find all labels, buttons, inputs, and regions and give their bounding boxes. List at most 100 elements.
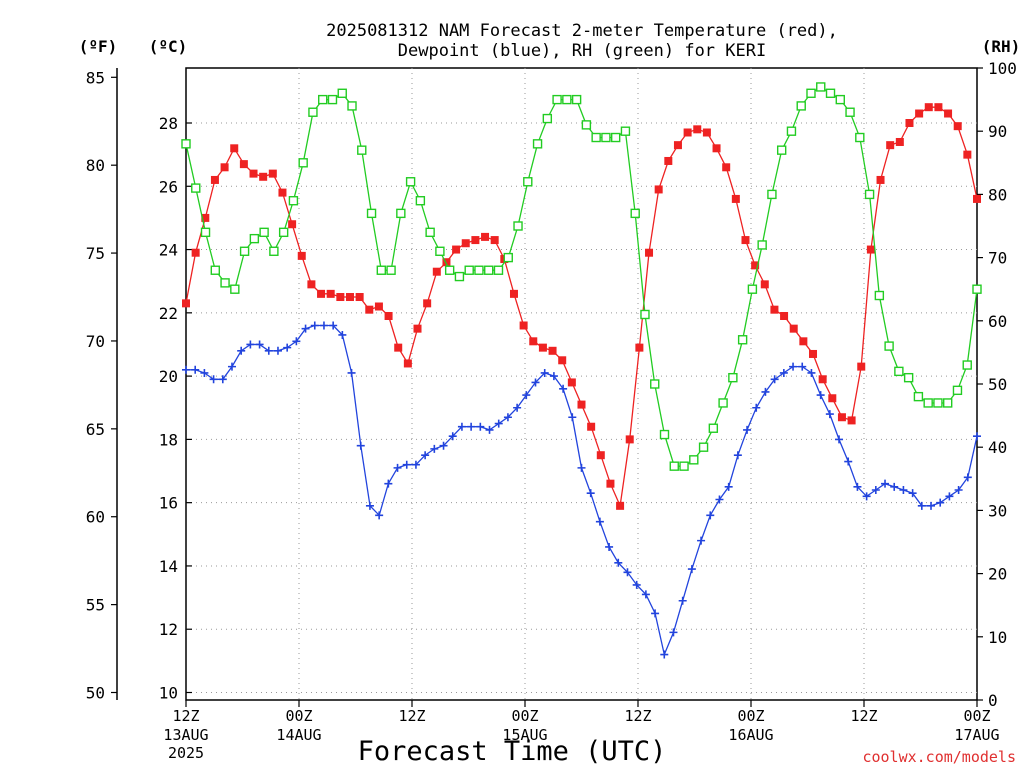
dewpoint-point bbox=[798, 362, 807, 371]
temperature-point bbox=[837, 413, 846, 422]
dewpoint-point bbox=[706, 511, 715, 520]
temperature-point bbox=[712, 144, 721, 153]
dewpoint-point bbox=[292, 337, 301, 346]
rh-point bbox=[591, 132, 601, 143]
rh-point bbox=[757, 240, 767, 250]
temperature-point bbox=[915, 109, 924, 118]
rh-point bbox=[903, 372, 914, 383]
rh-tick-label: 100 bbox=[988, 59, 1017, 78]
time-tick-label: 12Z bbox=[850, 707, 877, 725]
time-tick-label: 12Z bbox=[172, 707, 199, 725]
temperature-point bbox=[529, 337, 538, 346]
dewpoint-point bbox=[522, 391, 531, 400]
dewpoint-point bbox=[329, 321, 338, 330]
rh-point bbox=[415, 196, 426, 206]
rh-point bbox=[425, 227, 435, 238]
dewpoint-point bbox=[669, 628, 678, 637]
rh-tick-label: 90 bbox=[988, 122, 1007, 141]
temperature-point bbox=[683, 128, 692, 137]
temperature-point bbox=[770, 305, 779, 314]
dewpoint-point bbox=[513, 403, 522, 412]
fahrenheit-unit-label: (ºF) bbox=[79, 37, 118, 56]
dewpoint-point bbox=[457, 422, 466, 431]
temperature-point bbox=[548, 346, 557, 355]
temperature-point bbox=[288, 220, 297, 229]
rh-point bbox=[708, 423, 719, 433]
temperature-point bbox=[673, 141, 682, 150]
rh-point bbox=[728, 372, 738, 383]
temperature-point bbox=[452, 245, 461, 254]
temperature-point bbox=[722, 163, 731, 172]
series-layer bbox=[181, 82, 982, 659]
temperature-point bbox=[876, 175, 885, 184]
dewpoint-point bbox=[439, 441, 448, 450]
dewpoint-point bbox=[862, 492, 871, 501]
rh-point bbox=[835, 94, 845, 105]
celsius-tick-label: 12 bbox=[159, 620, 178, 639]
time-tick-label: 00Z bbox=[285, 707, 312, 725]
dewpoint-point bbox=[549, 372, 558, 381]
rh-point bbox=[894, 366, 904, 377]
dewpoint-point bbox=[697, 536, 706, 545]
rh-point bbox=[650, 379, 660, 389]
temperature-point bbox=[191, 248, 200, 257]
temperature-point bbox=[230, 144, 239, 153]
dewpoint-point bbox=[890, 482, 899, 491]
dewpoint-point bbox=[844, 457, 853, 466]
watermark: coolwx.com/models bbox=[862, 748, 1016, 766]
dewpoint-point bbox=[255, 340, 264, 349]
dewpoint-point bbox=[421, 451, 430, 460]
temperature-point bbox=[760, 280, 769, 289]
rh-point bbox=[366, 208, 377, 219]
dewpoint-point bbox=[816, 391, 825, 400]
fahrenheit-tick-label: 60 bbox=[86, 508, 105, 527]
rh-point bbox=[640, 309, 650, 320]
dewpoint-line bbox=[186, 324, 978, 657]
temperature-point bbox=[403, 359, 412, 368]
rh-point bbox=[357, 145, 367, 155]
temperature-point bbox=[326, 289, 335, 298]
temperature-point bbox=[490, 236, 499, 245]
dewpoint-point bbox=[835, 435, 844, 444]
fahrenheit-tick-label: 85 bbox=[86, 68, 105, 87]
dewpoint-point bbox=[283, 343, 292, 352]
rh-tick-label: 10 bbox=[988, 628, 1007, 647]
dewpoint-point bbox=[752, 403, 761, 412]
dewpoint-point bbox=[375, 511, 384, 520]
temperature-point bbox=[210, 175, 219, 184]
rh-point bbox=[943, 398, 953, 408]
temperature-point bbox=[317, 289, 326, 298]
rh-point bbox=[191, 183, 201, 193]
temperature-point bbox=[818, 375, 827, 384]
temperature-point bbox=[461, 239, 470, 248]
axis-ticks: 1012141618202224262812Z13AUG202500Z14AUG… bbox=[86, 59, 1017, 762]
rh-point bbox=[347, 101, 357, 111]
temperature-point bbox=[645, 248, 654, 257]
fahrenheit-tick-label: 50 bbox=[86, 684, 105, 703]
rh-point bbox=[542, 113, 553, 124]
rh-point bbox=[679, 461, 689, 471]
rh-point bbox=[552, 94, 562, 105]
rh-line bbox=[185, 86, 978, 467]
rh-point bbox=[601, 132, 611, 143]
temperature-point bbox=[780, 311, 789, 320]
temperature-point bbox=[963, 150, 972, 159]
rh-point bbox=[747, 284, 758, 294]
temperature-point bbox=[905, 119, 914, 127]
temperature-point bbox=[751, 261, 760, 270]
rh-unit-label: (RH) bbox=[982, 37, 1021, 56]
dewpoint-point bbox=[531, 378, 540, 387]
rh-tick-label: 60 bbox=[988, 312, 1007, 331]
rh-point bbox=[318, 94, 328, 105]
time-tick-label: 12Z bbox=[398, 707, 425, 725]
rh-tick-label: 50 bbox=[988, 375, 1007, 394]
rh-point bbox=[444, 265, 455, 275]
rh-point bbox=[913, 391, 924, 402]
rh-tick-label: 80 bbox=[988, 185, 1007, 204]
rh-point bbox=[845, 107, 855, 117]
celsius-tick-label: 14 bbox=[159, 557, 178, 576]
dewpoint-point bbox=[356, 441, 365, 450]
dewpoint-point bbox=[568, 413, 577, 422]
dewpoint-point bbox=[476, 422, 485, 431]
